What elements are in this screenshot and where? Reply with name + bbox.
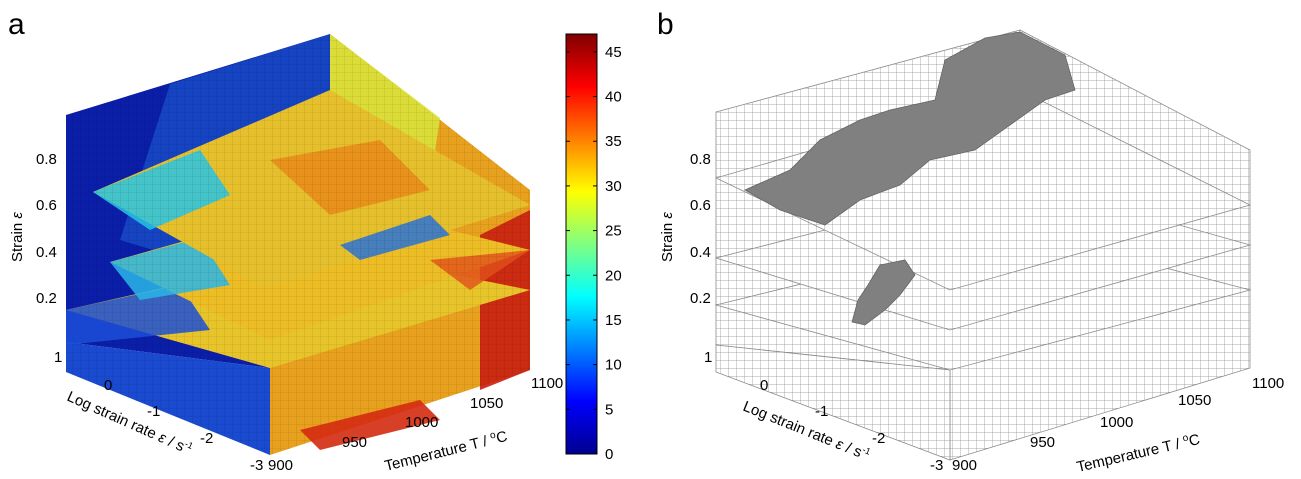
panel-b-x-tick: 1050	[1178, 392, 1211, 409]
panel-b-y-tick: -1	[815, 403, 828, 420]
panel-a-x-tick: 1050	[470, 395, 503, 412]
panel-a-z-tick: 0.8	[36, 151, 57, 168]
colorbar-tick-label: 30	[605, 178, 622, 195]
colorbar-tick-label: 25	[605, 223, 622, 240]
panel-b-x-tick: 1100	[1252, 375, 1284, 392]
colorbar-tick-label: 45	[605, 44, 622, 61]
panel-b-y-tick: 0	[760, 377, 768, 394]
panel-a-z-label: Strain ε	[9, 212, 26, 262]
colorbar-tick-label: 35	[605, 133, 622, 150]
panel-a-letter: a	[8, 8, 25, 41]
panel-a-bottom-face-red	[300, 400, 440, 450]
colorbar-tick-label: 0	[605, 446, 613, 463]
panel-a-y-tick: 0	[104, 377, 112, 394]
panel-b-y-tick: 1	[704, 349, 712, 366]
panel-b-letter: b	[657, 8, 674, 41]
panel-a-z-tick: 0.2	[36, 290, 57, 307]
panel-a-z-tick: 0.4	[36, 244, 57, 261]
panel-a-colorbar: 0 5 10 15 20 25 30 35 40 45	[565, 33, 622, 463]
panel-a-bottom-face-mesh	[66, 342, 270, 455]
panel-a-x-ticks: 900 950 1000 1050 1100	[268, 375, 563, 474]
panel-a-y-tick: -3	[250, 457, 263, 474]
panel-b-y-tick: -3	[930, 457, 943, 474]
panel-a-y-tick: 1	[54, 349, 62, 366]
panel-a-z-ticks: 0.8 0.6 0.4 0.2	[36, 151, 57, 307]
panel-a-slice-0.6-mesh	[93, 90, 530, 288]
panel-b-x-tick: 900	[952, 457, 977, 474]
panel-a-y-tick: -1	[147, 403, 160, 420]
panel-b-x-tick: 950	[1030, 434, 1055, 451]
panel-a-z-tick: 0.6	[36, 197, 57, 214]
panel-b-z-tick: 0.8	[690, 151, 711, 168]
colorbar-tick-label: 15	[605, 312, 622, 329]
panel-b-x-ticks: 900 950 1000 1050 1100	[952, 375, 1284, 474]
panel-b-z-ticks: 0.8 0.6 0.4 0.2	[690, 151, 711, 307]
panel-b-z-tick: 0.4	[690, 244, 711, 261]
panel-a-x-tick: 1100	[531, 375, 563, 392]
panel-b-y-tick: -2	[872, 430, 885, 447]
panel-a-y-tick: -2	[200, 430, 213, 447]
panel-a: a 0.8 0.6 0.4 0.2	[8, 8, 622, 475]
colorbar-tick-label: 20	[605, 267, 622, 284]
panel-b-x-label: Temperature T / oC	[1075, 430, 1202, 476]
panel-b-z-tick: 0.2	[690, 290, 711, 307]
colorbar-ticks: 0 5 10 15 20 25 30 35 40 45	[566, 44, 622, 463]
panel-a-y-ticks: 1 0 -1 -2 -3	[54, 349, 263, 474]
colorbar-tick-label: 40	[605, 89, 622, 106]
panel-b-z-tick: 0.6	[690, 197, 711, 214]
colorbar-tick-label: 5	[605, 401, 613, 418]
colorbar-tick-label: 10	[605, 357, 622, 374]
panel-a-x-tick: 900	[268, 457, 293, 474]
panel-b-unstable-region-top	[744, 31, 1076, 226]
panel-b-bottom-face-mesh	[716, 345, 950, 460]
panel-b-unstable-region-mid	[851, 259, 916, 326]
panel-b: b 0.8 0.6 0.4 0.2 Strain ε 1	[657, 8, 1284, 476]
panel-a-x-label: Temperature T / oC	[383, 427, 510, 475]
panel-a-x-tick: 950	[342, 434, 367, 451]
panel-a-x-tick: 1000	[405, 414, 438, 431]
panel-b-x-tick: 1000	[1100, 414, 1133, 431]
panel-b-y-ticks: 1 0 -1 -2 -3	[704, 349, 943, 474]
colorbar-scale	[565, 33, 598, 455]
panel-b-z-label: Strain ε	[659, 212, 676, 262]
